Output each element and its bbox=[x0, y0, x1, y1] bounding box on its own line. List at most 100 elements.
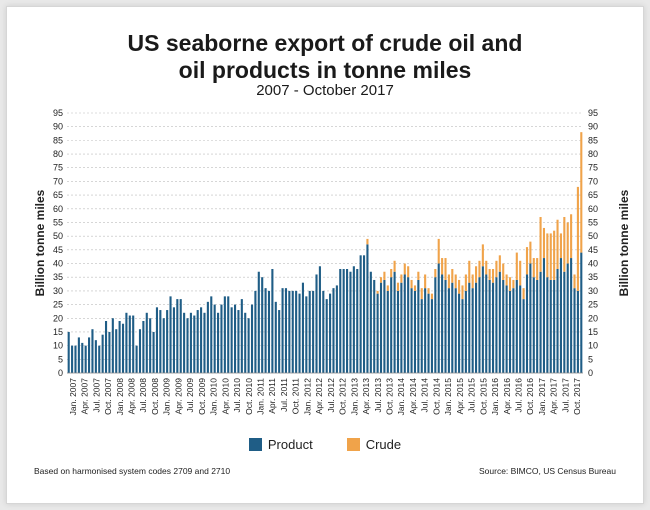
x-tick-label: Oct. 2014 bbox=[431, 378, 441, 415]
bar-crude bbox=[515, 252, 518, 280]
x-tick-label: Jan. 2008 bbox=[115, 378, 125, 416]
bar-product bbox=[369, 271, 372, 373]
y-tick-label-right: 95 bbox=[588, 108, 598, 118]
bar-product bbox=[162, 318, 165, 373]
x-tick-label: Jul. 2010 bbox=[232, 378, 242, 413]
legend: Product Crude bbox=[0, 437, 650, 452]
bar-product bbox=[169, 296, 172, 373]
bar-crude bbox=[478, 260, 481, 278]
bar-crude bbox=[502, 263, 505, 280]
x-tick-label: Jan. 2014 bbox=[396, 378, 406, 416]
y-tick-label-right: 5 bbox=[588, 354, 593, 364]
bar-product bbox=[155, 307, 159, 373]
bar-product bbox=[125, 312, 128, 373]
bar-product bbox=[329, 293, 332, 373]
y-tick-label-right: 30 bbox=[588, 286, 598, 296]
bar-crude bbox=[539, 217, 542, 272]
bar-crude bbox=[393, 260, 396, 272]
bar-crude bbox=[485, 260, 488, 275]
x-tick-label: Apr. 2017 bbox=[549, 378, 559, 415]
bar-crude bbox=[427, 288, 430, 294]
x-tick-label: Apr. 2012 bbox=[314, 378, 324, 415]
x-tick-label: Jan. 2015 bbox=[443, 378, 453, 416]
bar-product bbox=[115, 329, 118, 373]
bar-crude bbox=[580, 132, 583, 253]
legend-swatch-crude bbox=[346, 438, 360, 451]
bar-product bbox=[108, 331, 111, 373]
bar-crude bbox=[410, 279, 413, 289]
bar-crude bbox=[434, 269, 437, 278]
bar-product bbox=[77, 337, 80, 373]
x-tick-label: Oct. 2016 bbox=[525, 378, 535, 415]
bar-crude bbox=[376, 290, 379, 294]
y-tick-label-right: 50 bbox=[588, 231, 598, 241]
bar-product bbox=[495, 277, 498, 373]
bar-product bbox=[522, 299, 525, 373]
chart-title-line1: US seaborne export of crude oil and bbox=[127, 30, 523, 56]
bar-product bbox=[193, 315, 196, 373]
bar-product bbox=[240, 299, 243, 373]
bar-product bbox=[233, 304, 237, 373]
chart-subtitle: 2007 - October 2017 bbox=[256, 82, 394, 99]
bar-crude bbox=[529, 241, 532, 264]
bar-crude bbox=[508, 277, 512, 291]
bar-crude bbox=[407, 266, 410, 278]
bar-product bbox=[437, 263, 440, 373]
bar-product bbox=[281, 288, 284, 373]
bar-product bbox=[352, 266, 355, 373]
bar-product bbox=[471, 288, 474, 373]
bar-product bbox=[210, 296, 213, 373]
bar-product bbox=[379, 282, 383, 373]
bar-product bbox=[149, 318, 152, 373]
x-tick-label: Jul. 2007 bbox=[91, 378, 101, 413]
x-tick-label: Apr. 2007 bbox=[80, 378, 90, 415]
bar-crude bbox=[556, 219, 559, 269]
y-tick-label-right: 20 bbox=[588, 313, 598, 323]
bar-product bbox=[308, 290, 311, 373]
bar-product bbox=[176, 299, 179, 373]
bar-product bbox=[257, 271, 260, 373]
x-tick-label: Oct. 2015 bbox=[478, 378, 488, 415]
bar-product bbox=[189, 312, 192, 373]
bar-product bbox=[573, 288, 576, 373]
y-tick-label-right: 70 bbox=[588, 176, 598, 186]
bar-product bbox=[244, 312, 247, 373]
bar-product bbox=[179, 299, 182, 373]
bar-crude bbox=[481, 244, 484, 267]
bar-product bbox=[447, 288, 450, 373]
x-tick-label: Jan. 2009 bbox=[162, 378, 172, 416]
x-tick-label: Jan. 2007 bbox=[68, 378, 78, 416]
x-tick-label: Oct. 2012 bbox=[338, 378, 348, 415]
chart-title: US seaborne export of crude oil and oil … bbox=[0, 30, 650, 84]
bar-product bbox=[342, 269, 345, 373]
x-tick-label: Jul. 2017 bbox=[560, 378, 570, 413]
x-tick-label: Jul. 2009 bbox=[185, 378, 195, 413]
bar-product bbox=[468, 282, 471, 373]
bar-product bbox=[427, 293, 430, 373]
bar-product bbox=[274, 301, 277, 373]
bar-product bbox=[475, 282, 478, 373]
x-tick-label: Apr. 2013 bbox=[361, 378, 371, 415]
y-tick-label-left: 90 bbox=[53, 122, 63, 132]
bar-product bbox=[376, 293, 379, 373]
bar-product bbox=[74, 345, 77, 373]
y-tick-label-left: 70 bbox=[53, 176, 63, 186]
bar-product bbox=[488, 279, 491, 373]
bar-product bbox=[295, 290, 298, 373]
bar-product bbox=[267, 290, 271, 373]
bar-crude bbox=[396, 282, 400, 291]
bar-product bbox=[536, 279, 539, 373]
y-tick-label-right: 15 bbox=[588, 327, 598, 337]
bar-product bbox=[525, 274, 529, 373]
bar-product bbox=[254, 290, 257, 373]
bar-crude bbox=[451, 269, 454, 283]
bar-product bbox=[407, 277, 410, 373]
bar-product bbox=[213, 304, 216, 373]
bar-crude bbox=[417, 271, 420, 280]
bar-product bbox=[98, 345, 101, 373]
bar-crude bbox=[458, 279, 461, 294]
bar-product bbox=[393, 271, 396, 373]
x-tick-label: Oct. 2009 bbox=[197, 378, 207, 415]
legend-label-crude: Crude bbox=[365, 437, 402, 452]
bar-product bbox=[566, 263, 569, 373]
